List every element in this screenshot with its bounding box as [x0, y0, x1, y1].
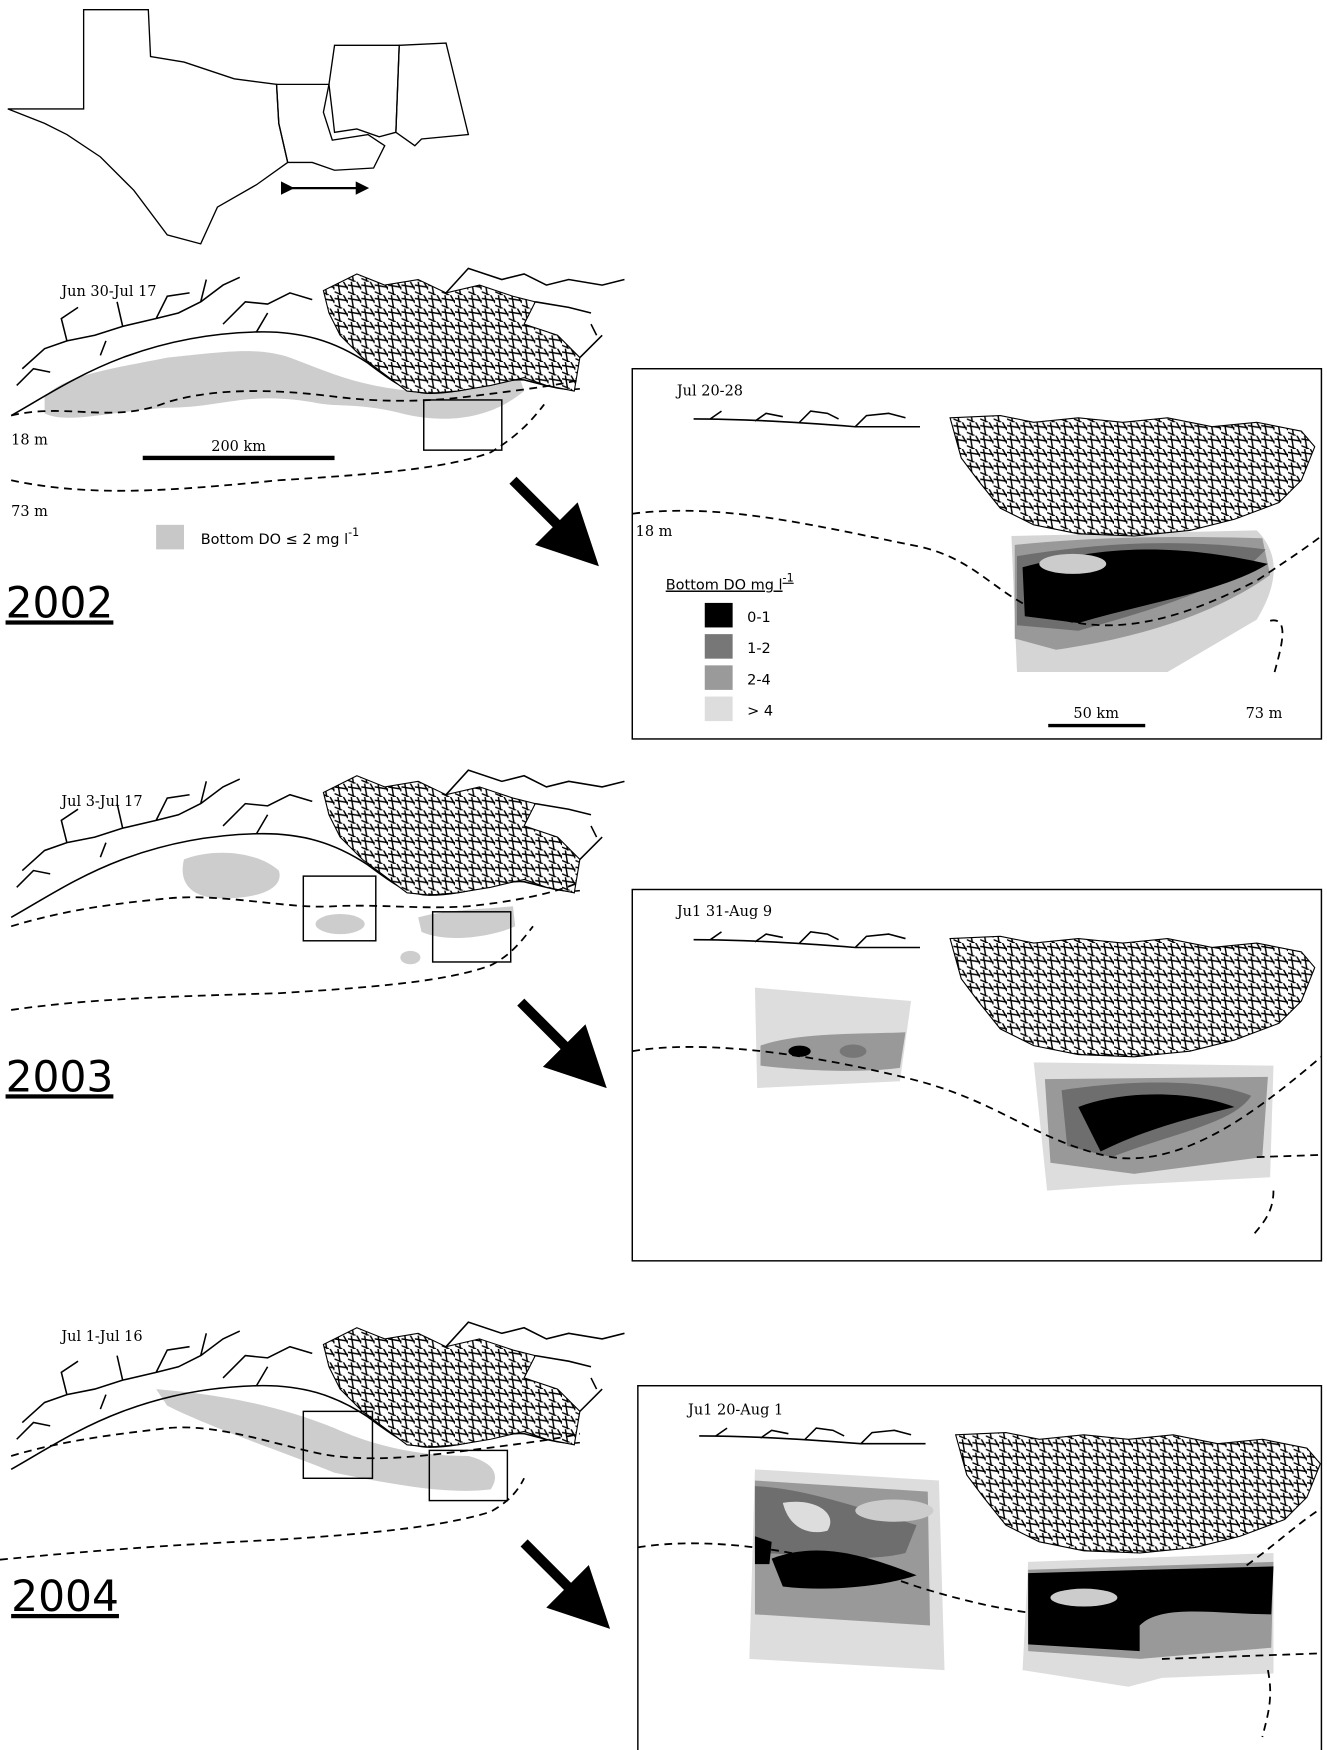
map-2003-shape	[316, 914, 365, 934]
inset-2002-shape	[694, 411, 1315, 536]
legend-class: 1-2	[747, 641, 771, 657]
survey-dates: Ju1 31-Aug 9	[675, 904, 772, 920]
map-2003-shape	[11, 926, 533, 1010]
map-2004-shape	[0, 1478, 524, 1559]
inset-2002-shape	[705, 634, 733, 659]
map-2004-shape	[524, 1543, 589, 1608]
isobath-label: 18 m	[11, 433, 48, 449]
map-2003-shape	[183, 853, 280, 899]
year-label: 2002	[6, 578, 114, 627]
isobath-label: 18 m	[636, 524, 673, 540]
map-2002	[11, 268, 624, 549]
inset-2003-shape	[840, 1044, 867, 1057]
legend-superscript: -1	[348, 526, 359, 539]
inset-2002-shape	[705, 665, 733, 690]
map-2004	[0, 1322, 624, 1607]
states-map-shape	[329, 45, 399, 136]
survey-dates: Ju1 20-Aug 1	[686, 1403, 783, 1419]
states-map	[8, 10, 469, 244]
map-2003-shape	[521, 1002, 586, 1067]
states-map-shape	[396, 43, 468, 146]
isobath-label: 73 m	[11, 504, 48, 520]
legend-title-text: Bottom DO mg l	[666, 578, 783, 594]
states-map-shape	[8, 10, 288, 244]
legend-title: Bottom DO mg l-1	[666, 572, 794, 594]
inset-2002-shape	[705, 603, 733, 628]
survey-dates: Jun 30-Jul 17	[59, 284, 156, 300]
scale-label: 200 km	[211, 439, 266, 455]
inset-2004: Ju1 20-Aug 1	[638, 1386, 1322, 1750]
map-2003-shape	[400, 951, 420, 964]
legend-label: Bottom DO ≤ 2 mg l-1	[201, 526, 360, 548]
map-2002-shape	[11, 404, 544, 490]
inset-2004-shape	[855, 1499, 933, 1521]
survey-dates: Jul 3-Jul 17	[59, 794, 142, 810]
inset-2002-shape	[1257, 620, 1283, 703]
legend-superscript: -1	[783, 572, 794, 585]
survey-dates: Jul 20-28	[675, 383, 743, 399]
inset-2002: Jul 20-28 18 m 73 m 50 km Bottom DO mg l…	[632, 369, 1321, 739]
map-2002-shape	[156, 525, 184, 550]
inset-2003: Ju1 31-Aug 9	[632, 889, 1321, 1260]
year-label: 2003	[6, 1052, 114, 1101]
map-2003-shape-shape	[11, 770, 624, 917]
map-2003-shape	[11, 770, 624, 917]
legend-text: Bottom DO ≤ 2 mg l	[201, 532, 348, 548]
map-2003	[11, 770, 624, 1067]
figure: Jun 30-Jul 17 18 m 200 km 73 m Bottom DO…	[0, 0, 1327, 1750]
legend-class: > 4	[747, 704, 773, 720]
legend-class: 2-4	[747, 672, 771, 688]
legend-class: 0-1	[747, 610, 771, 626]
inset-2002-shape	[705, 697, 733, 722]
isobath-label: 73 m	[1246, 706, 1283, 722]
inset-2003-shape	[788, 1046, 810, 1057]
inset-2002-shape	[1039, 554, 1106, 574]
year-label: 2004	[11, 1572, 119, 1621]
map-2002-shape	[513, 480, 578, 545]
inset-2004-shape	[1050, 1589, 1117, 1607]
scale-label: 50 km	[1073, 706, 1119, 722]
survey-dates: Jul 1-Jul 16	[59, 1329, 142, 1345]
